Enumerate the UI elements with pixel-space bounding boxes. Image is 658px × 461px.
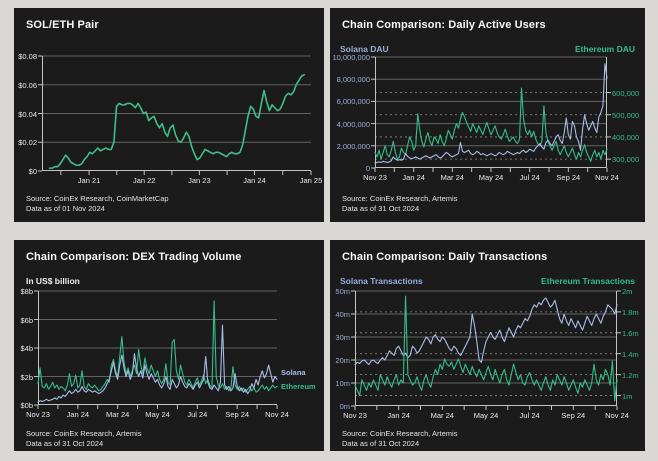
x-tick-label: Nov 23 <box>343 411 367 420</box>
y-tick-label: $0 <box>28 167 37 176</box>
y-tick-label: $4b <box>20 344 33 353</box>
right-axis-title: Ethereum Transactions <box>540 276 635 286</box>
x-tick-label: Mar 24 <box>430 411 454 420</box>
x-tick-label: Jan 25 <box>299 176 323 185</box>
panel-daily-transactions: Chain Comparison: Daily Transactions Sol… <box>330 240 645 451</box>
chart-title: Chain Comparison: Daily Transactions <box>342 251 548 263</box>
y-tick-label: 6,000,000 <box>336 97 370 107</box>
x-tick-label: May 24 <box>473 411 499 420</box>
chart-title: Chain Comparison: Daily Active Users <box>342 19 546 31</box>
x-tick-label: Sep 24 <box>225 410 250 419</box>
x-tick-label: Jul 24 <box>519 411 540 420</box>
x-tick-label: Jan 24 <box>243 176 266 185</box>
x-tick-label: Jan 21 <box>77 176 101 185</box>
source-note: Source: CoinEx Research, Artemis Data as… <box>342 429 457 449</box>
sol-eth-line-chart: $0 $0.02 $0.04 $0.06 $0.08 Jan 21 Jan 22 Jan 23… <box>18 52 322 185</box>
y-tick-label: 20m <box>335 356 350 365</box>
left-axis-title: Solana DAU <box>340 44 389 54</box>
x-tick-label: Jan 24 <box>402 173 425 182</box>
legend-item-solana: Solana <box>281 368 306 377</box>
source-note: Source: CoinEx Research, CoinMarketCap D… <box>26 194 169 214</box>
y-tick-label: 0m <box>339 402 350 411</box>
x-tick-label: Jul 24 <box>519 173 540 182</box>
source-line: Source: CoinEx Research, Artemis <box>342 429 458 438</box>
x-tick-label: Jul 24 <box>187 410 208 419</box>
chart-title: Chain Comparison: DEX Trading Volume <box>26 251 242 263</box>
x-tick-label: Mar 24 <box>105 410 130 419</box>
x-tick-label: Nov 24 <box>595 173 619 182</box>
source-line: Source: CoinEx Research, CoinMarketCap <box>26 194 169 203</box>
source-note: Source: CoinEx Research, Artemis Data as… <box>342 194 457 214</box>
x-tick-label: May 24 <box>478 173 504 182</box>
y-tick-label: 500,000 <box>612 110 640 120</box>
dau-line-chart: 0 2,000,000 4,000,000 6,000,000 8,000,000 10,… <box>332 53 639 182</box>
y-tick-label: 50m <box>335 287 350 296</box>
y-tick-label: 1.4m <box>622 349 639 359</box>
y-tick-label: 30m <box>335 333 350 342</box>
as-of-line: Data as of 31 Oct 2024 <box>342 439 420 448</box>
chart-title: SOL/ETH Pair <box>26 19 99 31</box>
as-of-line: Data as of 31 Oct 2024 <box>342 204 420 213</box>
as-of-line: Data as of 01 Nov 2024 <box>26 204 105 213</box>
source-note: Source: CoinEx Research, Artemis Data as… <box>26 429 141 449</box>
dex-volume-line-chart: $0b $2b $4b $6b $8b Nov 23 Jan 24 Mar 24 May 24 J… <box>20 287 288 419</box>
y-tick-label: $0.06 <box>18 80 37 90</box>
y-tick-label: 1m <box>622 391 633 401</box>
x-tick-label: Jan 24 <box>66 410 90 419</box>
x-tick-label: Jan 22 <box>132 176 156 185</box>
y-tick-label: 300,000 <box>612 155 640 165</box>
x-tick-label: Sep 24 <box>556 173 581 182</box>
x-tick-label: Nov 23 <box>363 173 387 182</box>
source-line: Source: CoinEx Research, Artemis <box>342 194 458 203</box>
y-tick-label: 4,000,000 <box>336 119 370 129</box>
y-tick-label: 400,000 <box>612 132 640 142</box>
y-tick-label: 600,000 <box>612 88 640 98</box>
x-tick-label: Nov 24 <box>265 410 289 419</box>
chart-legend: Solana Ethereum <box>281 368 316 396</box>
y-tick-label: $6b <box>20 315 33 325</box>
left-axis-title: Solana Transactions <box>340 276 423 286</box>
y-tick-label: 2,000,000 <box>336 141 370 151</box>
panel-daily-active-users: Chain Comparison: Daily Active Users Sol… <box>330 8 645 222</box>
transactions-line-chart: 0m 10m 20m 30m 40m 50m 1m 1.2m 1.4m 1.6m 1.8m 2m Nov… <box>335 287 638 420</box>
x-tick-label: Sep 24 <box>561 411 586 420</box>
y-tick-label: $8b <box>20 287 33 296</box>
x-tick-label: Jan 23 <box>188 176 211 185</box>
y-tick-label: $0.08 <box>18 52 37 61</box>
y-tick-label: 2m <box>622 287 633 296</box>
y-tick-label: 8,000,000 <box>336 75 370 85</box>
x-tick-label: May 24 <box>145 410 170 419</box>
y-tick-label: 1.2m <box>622 370 639 380</box>
x-tick-label: Jan 24 <box>387 411 410 420</box>
x-tick-label: Mar 24 <box>440 173 464 182</box>
x-tick-label: Nov 24 <box>605 411 629 420</box>
legend-item-ethereum: Ethereum <box>281 382 316 391</box>
panel-sol-eth-pair: SOL/ETH Pair $0 $0.02 $0.04 $0.06 $0.08 Jan 2… <box>14 8 324 222</box>
panel-dex-trading-volume: Chain Comparison: DEX Trading Volume In … <box>14 240 324 451</box>
y-tick-label: 10,000,000 <box>332 53 370 62</box>
right-axis-title: Ethereum DAU <box>575 44 635 54</box>
unit-label: In US$ billion <box>26 276 80 286</box>
x-tick-label: Nov 23 <box>26 410 50 419</box>
y-tick-label: $2b <box>20 372 33 382</box>
y-tick-label: 0 <box>365 164 370 173</box>
as-of-line: Data as of 31 Oct 2024 <box>26 439 104 448</box>
y-tick-label: $0.04 <box>18 109 37 119</box>
y-tick-label: $0b <box>20 401 33 410</box>
source-line: Source: CoinEx Research, Artemis <box>26 429 142 438</box>
y-tick-label: $0.02 <box>18 138 37 148</box>
y-tick-label: 40m <box>335 310 350 319</box>
y-tick-label: 10m <box>335 379 350 388</box>
y-tick-label: 1.6m <box>622 328 639 338</box>
y-tick-label: 1.8m <box>622 307 639 317</box>
